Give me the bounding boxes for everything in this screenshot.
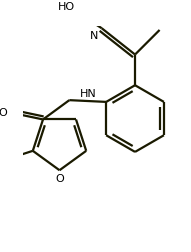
Text: O: O: [55, 173, 64, 183]
Text: HN: HN: [79, 88, 96, 98]
Text: N: N: [90, 31, 98, 41]
Text: HO: HO: [58, 2, 75, 12]
Text: O: O: [0, 108, 7, 118]
